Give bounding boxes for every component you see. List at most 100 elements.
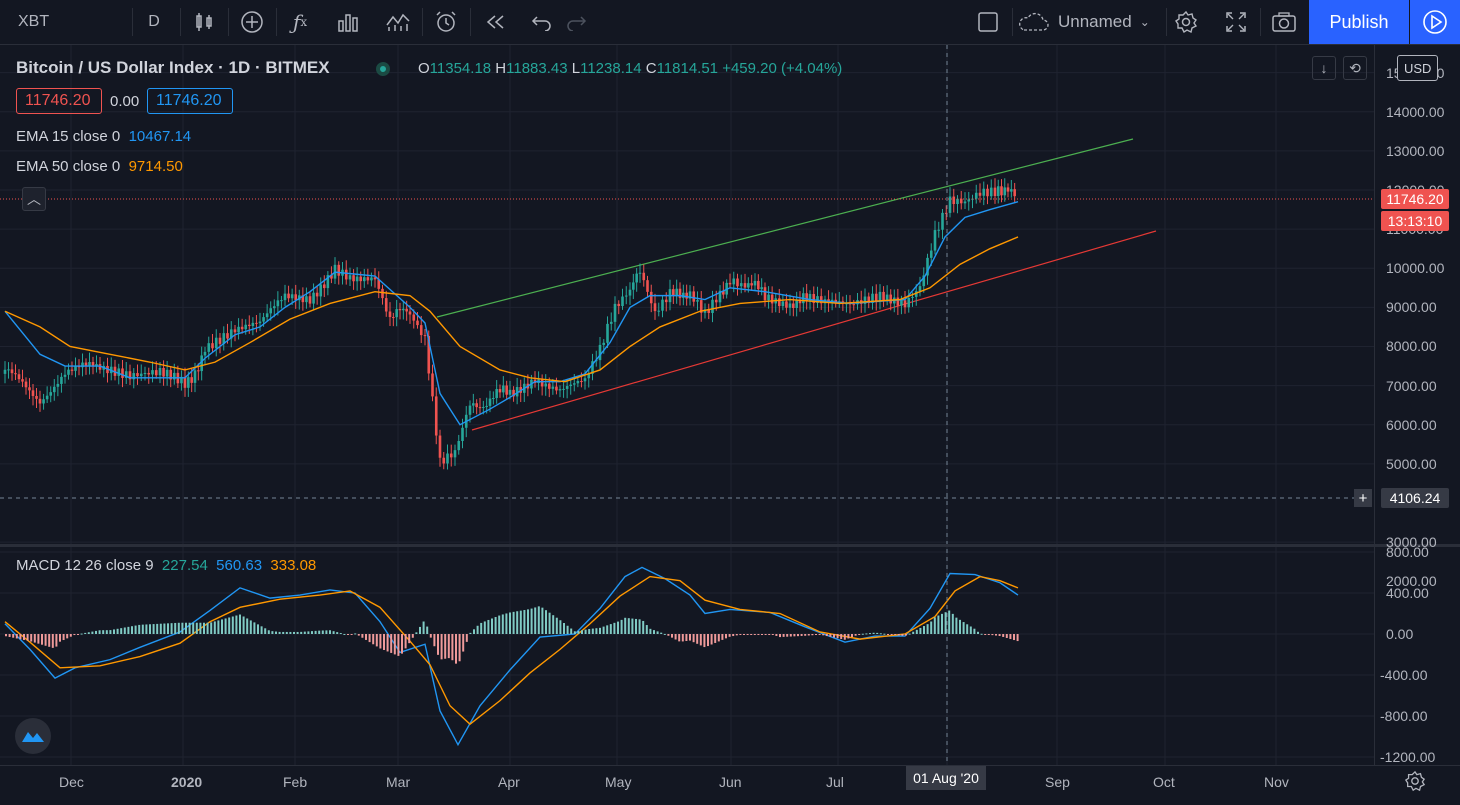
macd-histogram-bar <box>296 631 299 634</box>
candle-body <box>642 272 646 281</box>
candle-body <box>355 276 359 282</box>
macd-histogram-bar <box>123 627 126 634</box>
macd-histogram-bar <box>357 634 360 636</box>
price-tick: 13000.00 <box>1386 142 1445 159</box>
undo-icon[interactable] <box>522 0 562 44</box>
candle-body <box>834 299 838 303</box>
alert-icon[interactable] <box>426 0 466 44</box>
macd-histogram-bar <box>530 608 533 634</box>
macd-histogram-bar <box>307 631 310 634</box>
candle-body <box>1010 189 1013 192</box>
pane-separator[interactable] <box>0 544 1460 547</box>
candle-body <box>124 371 128 378</box>
interval-button[interactable]: D <box>134 0 174 44</box>
gear-icon[interactable] <box>1404 770 1426 797</box>
macd-histogram-bar <box>260 626 263 634</box>
trendline-upper <box>436 138 1134 318</box>
macd-histogram-bar <box>602 626 605 634</box>
macd-histogram-bar <box>768 634 771 635</box>
sell-price-box[interactable]: 11746.20 <box>16 88 102 114</box>
templates-icon[interactable] <box>378 0 418 44</box>
candle-body <box>558 389 562 391</box>
macd-histogram-bar <box>501 614 504 634</box>
layout-name-button[interactable]: Unnamed ⌄ <box>1016 0 1166 44</box>
candle-body <box>88 362 91 366</box>
market-status-dot[interactable] <box>376 62 390 76</box>
bar-chart-icon[interactable] <box>328 0 368 44</box>
candle-body <box>280 300 283 302</box>
macd-histogram-bar <box>347 634 349 635</box>
trend-lines[interactable] <box>436 138 1157 431</box>
camera-icon[interactable] <box>1266 0 1302 44</box>
candle-body <box>457 441 461 451</box>
macd-histogram-bar <box>170 623 173 634</box>
candle-body <box>190 377 193 383</box>
replay-icon[interactable] <box>476 0 516 44</box>
macd-histogram-bar <box>275 631 277 634</box>
candle-body <box>613 303 617 322</box>
buy-price-box[interactable]: 11746.20 <box>147 88 233 114</box>
candle-body <box>757 280 760 290</box>
macd-histogram-bar <box>437 634 439 655</box>
macd-histogram-bar <box>743 634 745 635</box>
currency-button[interactable]: USD <box>1397 55 1439 81</box>
candle-body <box>187 377 190 388</box>
macd-histogram-bar <box>109 630 112 634</box>
candle-body <box>986 188 989 197</box>
gear-icon[interactable] <box>1168 0 1204 44</box>
change-value: +459.20 (+4.04%) <box>722 60 843 77</box>
auto-scale-icon[interactable]: ⟲ <box>1343 56 1367 80</box>
ema50-legend[interactable]: EMA 50 close 0 9714.50 <box>16 158 183 175</box>
macd-histogram-bar <box>84 632 87 634</box>
candle-body <box>305 296 308 303</box>
macd-histogram-bar <box>969 626 972 634</box>
candle-body <box>434 396 438 436</box>
crosshair-price-tag: 4106.24 <box>1381 488 1449 508</box>
candle-body <box>67 369 70 375</box>
fullscreen-icon[interactable] <box>1218 0 1254 44</box>
price-tick: 5000.00 <box>1386 455 1437 472</box>
macd-histogram-bar <box>962 622 965 634</box>
candle-body <box>98 364 102 370</box>
add-indicator-icon[interactable] <box>232 0 272 44</box>
candle-body <box>453 450 457 458</box>
candle-body <box>583 378 587 382</box>
macd-histogram-bar <box>62 634 65 641</box>
macd-histogram-bar <box>98 630 101 634</box>
time-axis-border <box>0 765 1460 766</box>
candle-body <box>812 293 816 303</box>
macd-histogram-bar <box>570 628 573 634</box>
layout-square-icon[interactable] <box>970 0 1006 44</box>
candle-body <box>788 303 792 308</box>
macd-histogram-bar <box>203 622 205 634</box>
tradingview-logo-icon[interactable] <box>15 718 51 754</box>
candle-body <box>878 291 882 302</box>
macd-legend[interactable]: MACD 12 26 close 9 227.54 560.63 333.08 <box>16 557 316 574</box>
candle-body <box>132 373 136 380</box>
candle-body <box>498 389 502 393</box>
crosshair-plus-icon[interactable]: + <box>1354 489 1372 507</box>
scroll-down-icon[interactable]: ↓ <box>1312 56 1336 80</box>
redo-icon[interactable] <box>556 0 596 44</box>
chart-canvas[interactable] <box>0 45 1460 805</box>
play-icon[interactable] <box>1410 0 1460 44</box>
macd-histogram-bar <box>451 634 454 661</box>
ema15-legend[interactable]: EMA 15 close 0 10467.14 <box>16 128 191 145</box>
high-value: 11883.43 <box>506 60 568 77</box>
candles-icon[interactable] <box>184 0 224 44</box>
collapse-legend-button[interactable]: ︿ <box>22 187 46 211</box>
macd-histogram-bar <box>498 615 501 634</box>
candle-body <box>405 308 408 312</box>
crosshair <box>0 45 1374 765</box>
candle-body <box>747 283 750 288</box>
publish-button[interactable]: Publish <box>1309 0 1409 44</box>
candle-body <box>711 299 714 313</box>
candle-body <box>918 286 922 292</box>
macd-histogram-bar <box>955 617 958 634</box>
symbol-search[interactable]: XBT <box>8 0 78 44</box>
macd-histogram-bar <box>951 613 954 634</box>
candle-body <box>262 317 265 322</box>
symbol-title[interactable]: Bitcoin / US Dollar Index · 1D · BITMEX <box>16 58 330 77</box>
macd-histogram-bar <box>800 634 803 636</box>
